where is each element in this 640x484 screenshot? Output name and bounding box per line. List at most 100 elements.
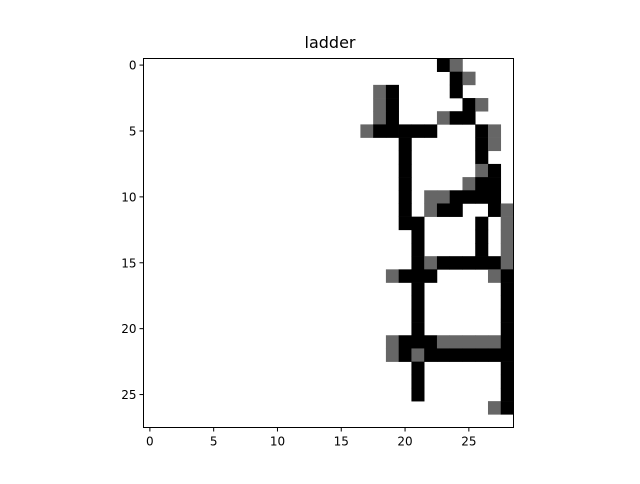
heatmap-cell (500, 401, 514, 415)
heatmap-cell (411, 374, 425, 389)
heatmap-cell (411, 229, 425, 244)
heatmap-cell (500, 308, 514, 323)
heatmap-cell (373, 111, 387, 125)
heatmap-cell (398, 216, 412, 231)
heatmap-cell (385, 84, 399, 99)
heatmap-cell (411, 387, 425, 402)
heatmap-cell (475, 124, 489, 138)
x-tick-label: 20 (397, 435, 412, 449)
heatmap-cell (475, 256, 489, 270)
heatmap-cell (500, 348, 514, 362)
y-tick-label: 10 (121, 190, 136, 204)
heatmap-cell (449, 71, 463, 86)
heatmap-cell (398, 203, 412, 217)
heatmap-cell (500, 295, 514, 310)
heatmap-cell (449, 335, 463, 349)
heatmap-cell (462, 177, 476, 191)
heatmap-cell (385, 124, 399, 138)
heatmap-cell (475, 150, 489, 165)
heatmap-cell (500, 322, 514, 336)
heatmap-cell (398, 137, 412, 152)
x-axis: 0 5 10 15 20 25 (146, 427, 476, 449)
plot-frame (143, 58, 514, 428)
x-tick-label: 25 (461, 435, 476, 449)
heatmap-cell (449, 84, 463, 99)
heatmap-cell (411, 361, 425, 376)
y-tick-label: 25 (121, 388, 136, 402)
heatmap-cell (462, 256, 476, 270)
heatmap-cell (424, 269, 438, 283)
y-tick-label: 5 (129, 124, 137, 138)
heatmap-cell (424, 124, 438, 138)
heatmap-cell (475, 98, 489, 112)
heatmap-cell (385, 335, 399, 349)
heatmap-cell (411, 256, 425, 270)
x-tick-label: 10 (270, 435, 285, 449)
heatmap-cell (487, 203, 502, 217)
heatmap-cell (500, 256, 514, 270)
heatmap-cell (462, 71, 476, 86)
heatmap-cell (462, 98, 476, 112)
heatmap-cell (487, 335, 502, 349)
heatmap-cell (436, 348, 451, 362)
x-tick-label: 0 (146, 435, 154, 449)
heatmap-cell (424, 335, 438, 349)
heatmap-cell (411, 348, 425, 362)
heatmap-cell (436, 256, 451, 270)
heatmap-cell (411, 216, 425, 231)
heatmap-cell (385, 111, 399, 125)
heatmap-cell (500, 374, 514, 389)
heatmap-cell (462, 190, 476, 204)
heatmap-cell (462, 111, 476, 125)
heatmap-cell (398, 335, 412, 349)
y-tick-label: 15 (121, 256, 136, 270)
heatmap-cell (398, 190, 412, 204)
heatmap-cell (500, 387, 514, 402)
heatmap-cell (475, 243, 489, 257)
heatmap-cell (398, 124, 412, 138)
heatmap-cell (475, 348, 489, 362)
heatmap-cell (449, 111, 463, 125)
heatmap-cell (500, 216, 514, 231)
heatmap-cell (487, 163, 502, 178)
heatmap-cell (424, 256, 438, 270)
heatmap-cell (449, 348, 463, 362)
heatmap-cell (436, 111, 451, 125)
heatmap-cell (411, 322, 425, 336)
heatmap-cell (475, 190, 489, 204)
heatmap-cell (385, 269, 399, 283)
heatmap-cell (500, 243, 514, 257)
heatmap-cell (449, 203, 463, 217)
heatmap-cell (487, 137, 502, 152)
heatmap-cell (373, 98, 387, 112)
heatmap-cell (462, 335, 476, 349)
y-tick-label: 20 (121, 322, 136, 336)
heatmap-cell (411, 295, 425, 310)
heatmap-cell (424, 203, 438, 217)
heatmap-cell (411, 308, 425, 323)
x-tick-label: 15 (334, 435, 349, 449)
heatmap-cell (487, 401, 502, 415)
heatmap-cell (436, 58, 451, 72)
heatmap-cell (398, 163, 412, 178)
heatmap-cell (385, 348, 399, 362)
heatmap-cell (411, 243, 425, 257)
heatmap-cell (424, 190, 438, 204)
heatmap-cell (449, 190, 463, 204)
heatmap-cell (487, 124, 502, 138)
heatmap-cell (373, 124, 387, 138)
heatmap-cell (436, 203, 451, 217)
heatmap-cell (500, 269, 514, 283)
heatmap-cell (424, 348, 438, 362)
heatmap-cell (487, 190, 502, 204)
heatmap-cell (449, 256, 463, 270)
heatmap-cell (475, 335, 489, 349)
heatmap-cell (398, 177, 412, 191)
heatmap-cells (360, 58, 514, 415)
heatmap-cell (385, 98, 399, 112)
heatmap-cell (487, 177, 502, 191)
heatmap-cell (398, 150, 412, 165)
heatmap-cell (398, 269, 412, 283)
heatmap-cell (487, 269, 502, 283)
